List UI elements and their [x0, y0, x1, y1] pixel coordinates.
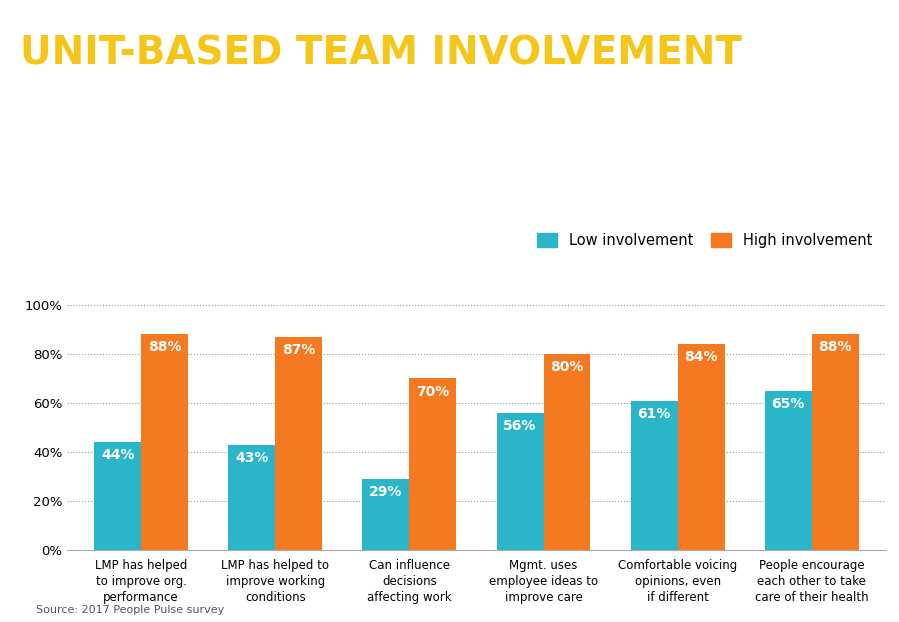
- Text: 88%: 88%: [818, 340, 852, 355]
- Bar: [228, 445, 275, 550]
- Text: 87%: 87%: [282, 343, 316, 357]
- Bar: [94, 442, 141, 550]
- Bar: [409, 378, 457, 550]
- Text: 29%: 29%: [369, 485, 403, 499]
- Bar: [275, 337, 322, 550]
- Text: 88%: 88%: [148, 340, 182, 355]
- Text: 80%: 80%: [550, 360, 583, 374]
- Bar: [362, 479, 409, 550]
- Bar: [141, 334, 188, 550]
- Text: 61%: 61%: [637, 407, 671, 420]
- Text: 65%: 65%: [771, 397, 805, 411]
- Bar: [544, 354, 591, 550]
- Bar: [496, 413, 544, 550]
- Text: 44%: 44%: [101, 448, 135, 462]
- Bar: [812, 334, 859, 550]
- Legend: Low involvement, High involvement: Low involvement, High involvement: [531, 228, 878, 254]
- Bar: [678, 344, 725, 550]
- Bar: [631, 401, 678, 550]
- Text: 56%: 56%: [503, 419, 537, 433]
- Text: Source: 2017 People Pulse survey: Source: 2017 People Pulse survey: [36, 605, 224, 615]
- Text: 43%: 43%: [236, 451, 269, 465]
- Text: UNIT-BASED TEAM INVOLVEMENT: UNIT-BASED TEAM INVOLVEMENT: [20, 34, 742, 72]
- Text: 70%: 70%: [416, 384, 450, 399]
- Text: Employees highly involved in UBTs feel more able to speak up and more encouraged: Employees highly involved in UBTs feel m…: [20, 119, 809, 155]
- Text: 84%: 84%: [684, 350, 718, 364]
- Bar: [765, 391, 812, 550]
